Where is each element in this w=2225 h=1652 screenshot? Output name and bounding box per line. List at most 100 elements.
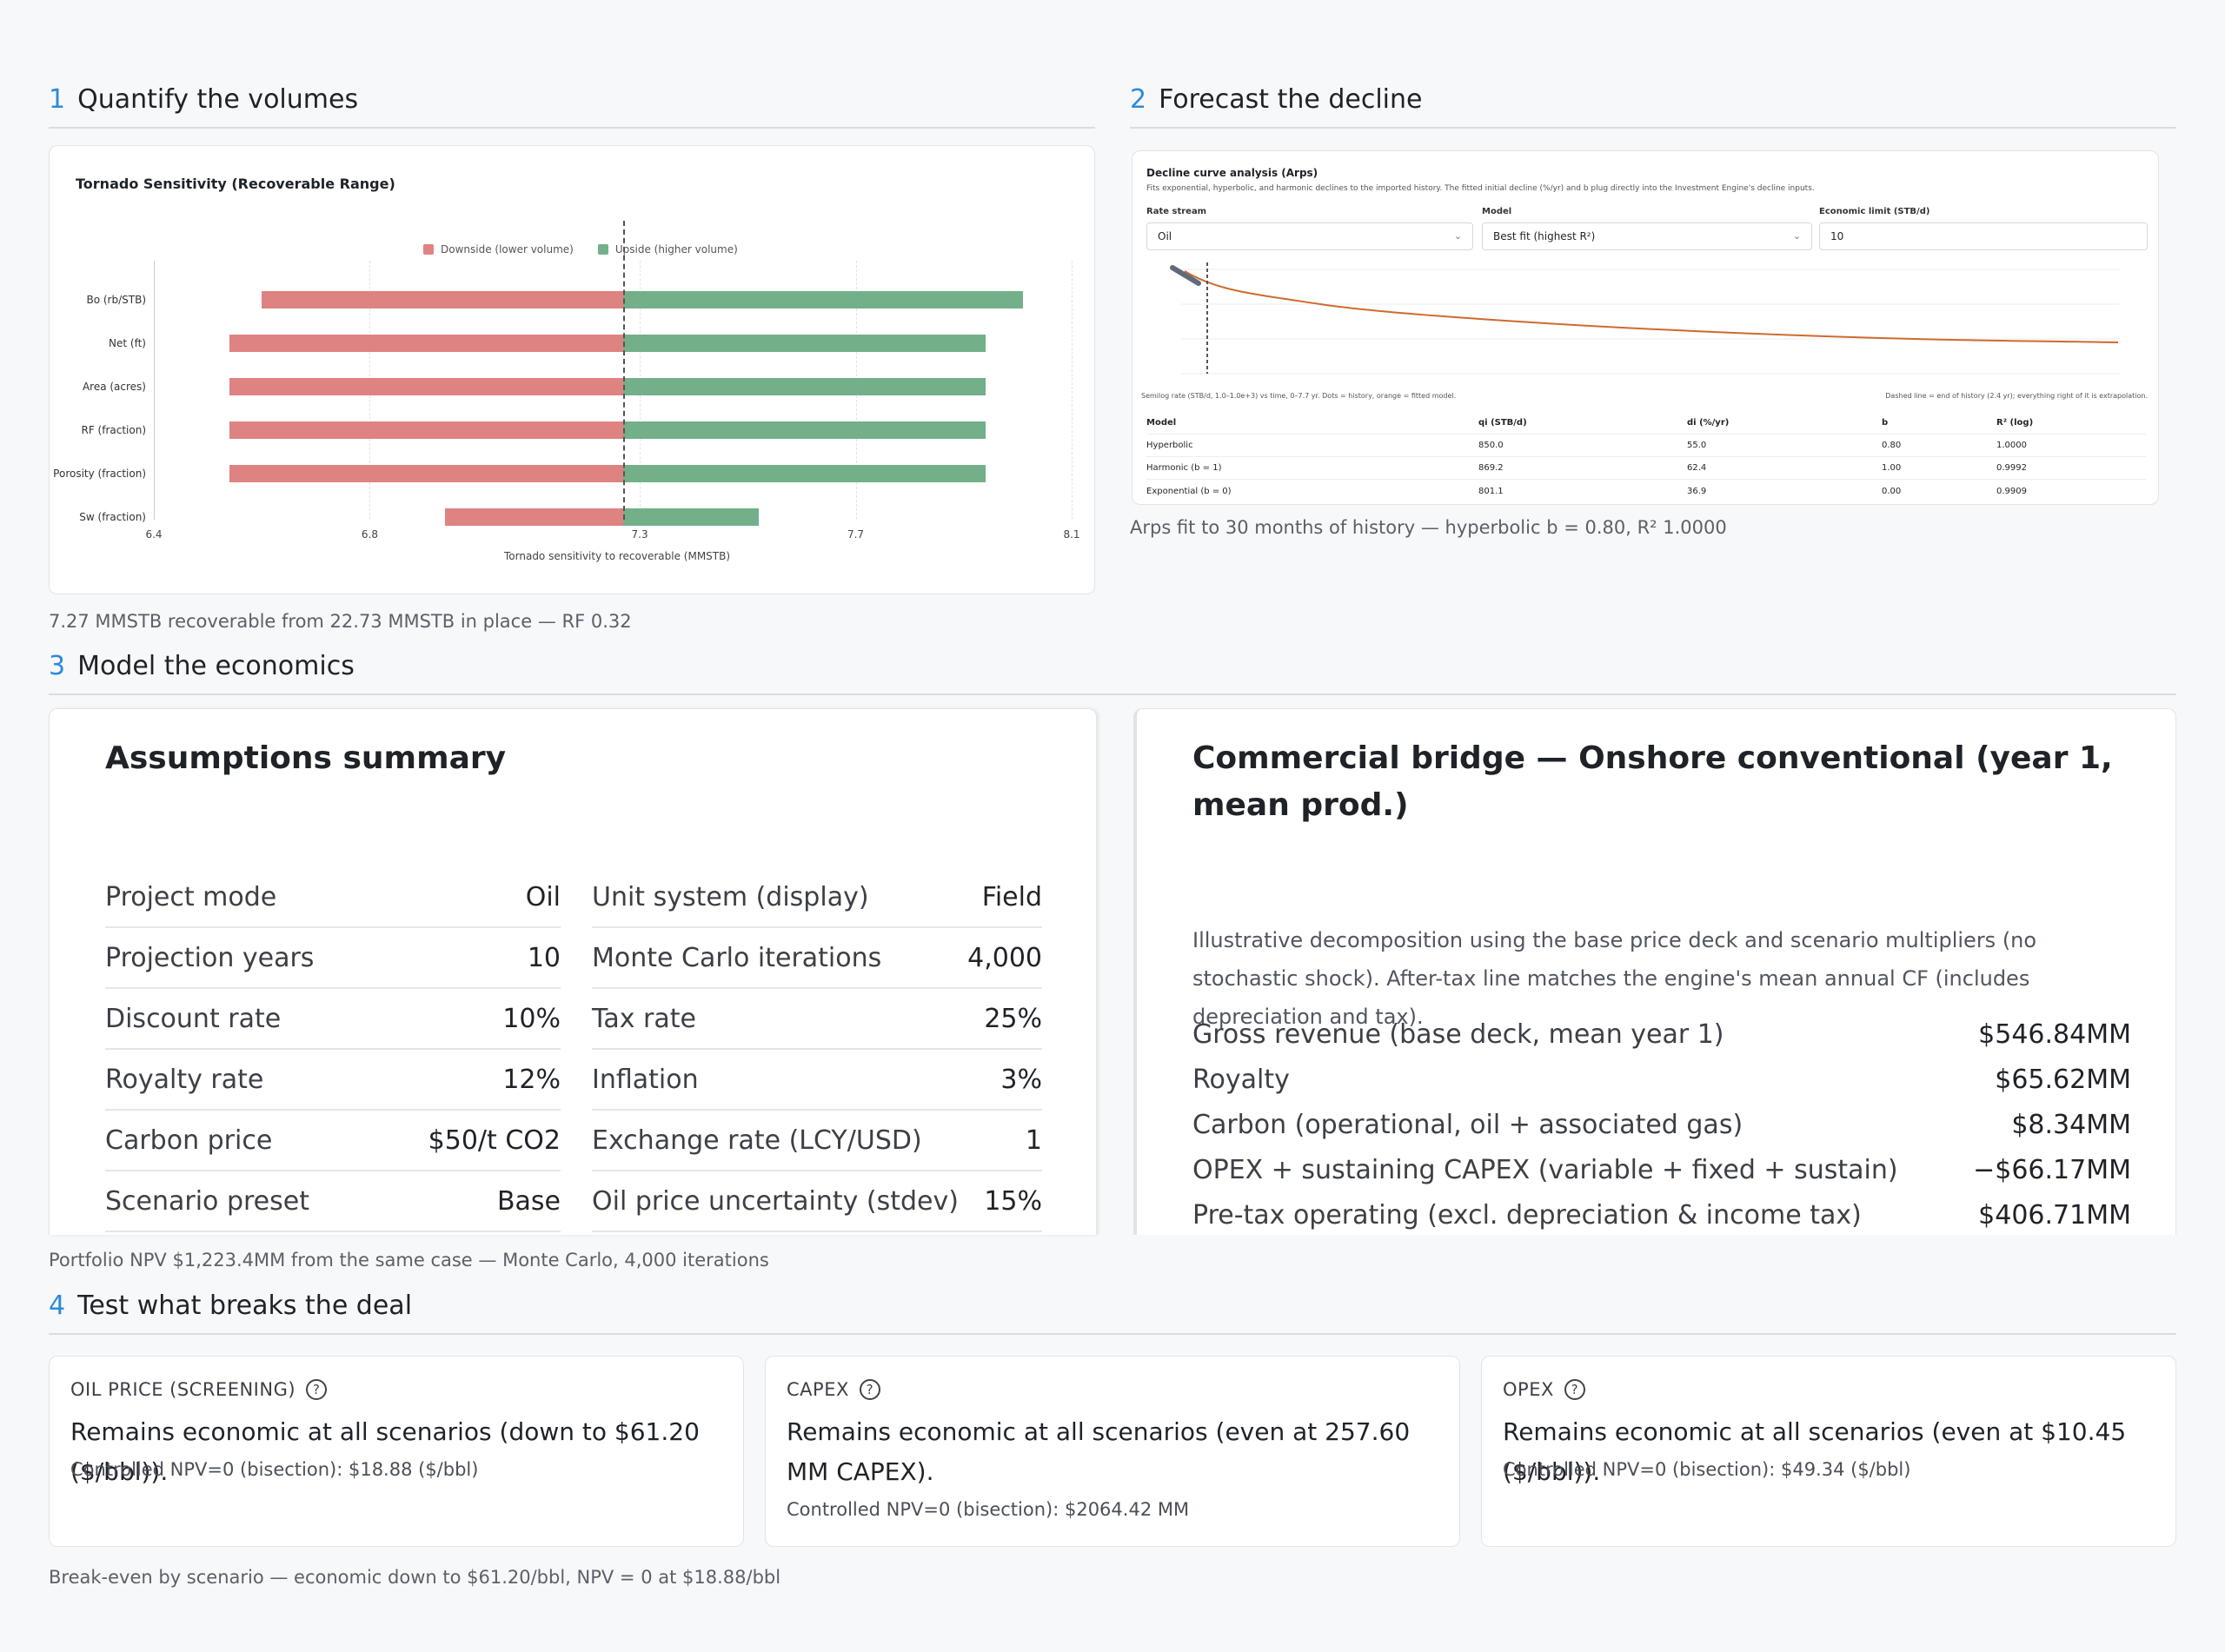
assumption-label: Unit system (display)	[592, 881, 869, 912]
assumption-row: Project mode Oil	[105, 867, 561, 928]
cell: 801.1	[1478, 486, 1504, 496]
assumption-value: Base	[496, 1185, 561, 1217]
bridge-value: $546.84MM	[1978, 1018, 2131, 1050]
cell: Hyperbolic	[1146, 441, 1193, 450]
assumption-row: Projection years 10	[105, 928, 561, 989]
cell: 62.4	[1687, 463, 1707, 473]
chart-note-left: Semilog rate (STB/d, 1.0–1.0e+3) vs time…	[1141, 392, 1457, 400]
help-icon[interactable]: ?	[306, 1379, 328, 1400]
economic-limit-input[interactable]: 10	[1819, 222, 2148, 250]
assumption-row: Exchange rate (LCY/USD) 1	[592, 1111, 1042, 1171]
assumption-label: Carbon price	[105, 1125, 273, 1156]
model-value: Best fit (highest R²)	[1493, 230, 1596, 242]
assumptions-card: Assumptions summary Project mode Oil Proj…	[49, 708, 1097, 1235]
assumption-label: Tax rate	[592, 1003, 696, 1034]
col-header: Model	[1146, 418, 1177, 428]
base-case-line	[623, 221, 626, 520]
col-header: R² (log)	[1996, 418, 2034, 428]
section-number: 1	[49, 84, 66, 115]
downside-bar	[229, 378, 624, 395]
decline-panel: Decline curve analysis (Arps) Fits expon…	[1132, 150, 2159, 505]
section-title: Test what breaks the deal	[77, 1290, 413, 1321]
legend-swatch-down	[423, 244, 434, 255]
y-category-label: Porosity (fraction)	[53, 468, 146, 480]
rate-stream-value: Oil	[1158, 230, 1172, 242]
chevron-down-icon: ⌄	[1792, 230, 1801, 242]
commercial-bridge-card: Commercial bridge — Onshore conventional…	[1133, 708, 2176, 1235]
assumption-value: 10	[527, 942, 561, 973]
card-result: Remains economic at all scenarios (even …	[1503, 1417, 2127, 1486]
gridline	[1072, 261, 1073, 520]
bridge-label: Royalty	[1192, 1064, 1290, 1095]
card-bisection: Controlled NPV=0 (bisection): $2064.42 M…	[787, 1499, 1190, 1520]
card-result: Remains economic at all scenarios (down …	[70, 1417, 700, 1486]
oil-price-breakeven-card: OIL PRICE (SCREENING) ? Remains economic…	[49, 1356, 744, 1547]
assumption-value: $50/t CO2	[428, 1125, 561, 1156]
assumption-row: Oil price uncertainty (stdev) 15%	[592, 1171, 1042, 1232]
bridge-row: OPEX + sustaining CAPEX (variable + fixe…	[1192, 1147, 2131, 1192]
bridge-title: Commercial bridge — Onshore conventional…	[1192, 740, 2113, 823]
cell: 0.9909	[1996, 486, 2027, 496]
economics-caption: Portfolio NPV $1,223.4MM from the same c…	[49, 1250, 769, 1271]
bridge-value: $406.71MM	[1978, 1199, 2131, 1231]
assumption-value: 10%	[502, 1003, 561, 1034]
assumption-row: Royalty rate 12%	[105, 1050, 561, 1111]
decline-caption: Arps fit to 30 months of history — hyper…	[1130, 517, 1727, 538]
card-bisection: Controlled NPV=0 (bisection): $18.88 ($/…	[70, 1459, 479, 1480]
bridge-value: −$66.17MM	[1973, 1154, 2131, 1185]
downside-bar	[229, 335, 624, 352]
history-dots	[1170, 265, 1201, 286]
x-tick-label: 6.4	[145, 528, 163, 541]
decline-fit-table: Model qi (STB/d) di (%/yr) b R² (log) Hy…	[1146, 412, 2146, 502]
cell: 36.9	[1687, 486, 1707, 496]
assumption-label: Royalty rate	[105, 1064, 264, 1095]
cell: 1.00	[1882, 463, 1902, 473]
upside-bar	[623, 465, 986, 482]
help-icon[interactable]: ?	[859, 1379, 880, 1400]
assumption-row: Scenario preset Base	[105, 1171, 561, 1232]
section-title: Forecast the decline	[1159, 84, 1423, 115]
model-select[interactable]: Best fit (highest R²) ⌄	[1482, 222, 1812, 250]
card-heading-label: OIL PRICE (SCREENING)	[70, 1379, 296, 1400]
assumption-label: Monte Carlo iterations	[592, 942, 882, 973]
section-title: Model the economics	[77, 651, 355, 681]
y-category-label: Bo (rb/STB)	[86, 294, 146, 306]
decline-heading: Decline curve analysis (Arps)	[1146, 167, 1318, 179]
card-heading-label: CAPEX	[787, 1379, 849, 1400]
fitted-model-line	[1184, 270, 2119, 343]
assumption-row: Inflation 3%	[592, 1050, 1042, 1111]
downside-bar	[229, 421, 624, 439]
assumption-value: Oil	[525, 881, 561, 912]
help-icon[interactable]: ?	[1564, 1379, 1585, 1400]
cell: 0.80	[1882, 441, 1902, 450]
chart-note-right: Dashed line = end of history (2.4 yr); e…	[1885, 392, 2148, 400]
section-number: 2	[1130, 84, 1147, 115]
table-row: Hyperbolic 850.0 55.0 0.80 1.0000	[1146, 435, 2146, 457]
section-number: 4	[49, 1290, 66, 1321]
tornado-plot-area: 6.4 6.8 7.3 7.7 8.1 Bo (rb/STB) Net (ft) Area (…	[50, 146, 1096, 595]
assumption-label: Scenario preset	[105, 1185, 309, 1217]
section-header-decline: 2 Forecast the decline	[1130, 80, 2176, 129]
chevron-down-icon: ⌄	[1453, 230, 1462, 242]
rate-stream-label: Rate stream	[1146, 207, 1207, 216]
assumption-value: 1	[1025, 1125, 1042, 1156]
cell: 850.0	[1478, 441, 1504, 450]
rate-stream-select[interactable]: Oil ⌄	[1146, 222, 1473, 250]
upside-bar	[623, 291, 1024, 309]
x-tick-label: 6.8	[361, 528, 379, 541]
assumption-row: Monte Carlo iterations 4,000	[592, 928, 1042, 989]
section-number: 3	[49, 651, 66, 681]
section-header-volumes: 1 Quantify the volumes	[49, 80, 1095, 129]
assumption-row: Unit system (display) Field	[592, 867, 1042, 928]
chart-title: Tornado Sensitivity (Recoverable Range)	[76, 176, 395, 192]
assumption-label: Inflation	[592, 1064, 699, 1095]
capex-breakeven-card: CAPEX ? Remains economic at all scenario…	[765, 1356, 1460, 1547]
card-heading: OIL PRICE (SCREENING) ?	[70, 1379, 328, 1400]
assumption-label: Oil price uncertainty (stdev)	[592, 1185, 959, 1217]
section-header-economics: 3 Model the economics	[49, 647, 2176, 695]
section-header-breakers: 4 Test what breaks the deal	[49, 1286, 2176, 1335]
assumption-label: Exchange rate (LCY/USD)	[592, 1125, 922, 1156]
downside-bar	[262, 291, 624, 309]
legend-label-down: Downside (lower volume)	[441, 243, 574, 255]
breakers-caption: Break-even by scenario — economic down t…	[49, 1567, 781, 1588]
